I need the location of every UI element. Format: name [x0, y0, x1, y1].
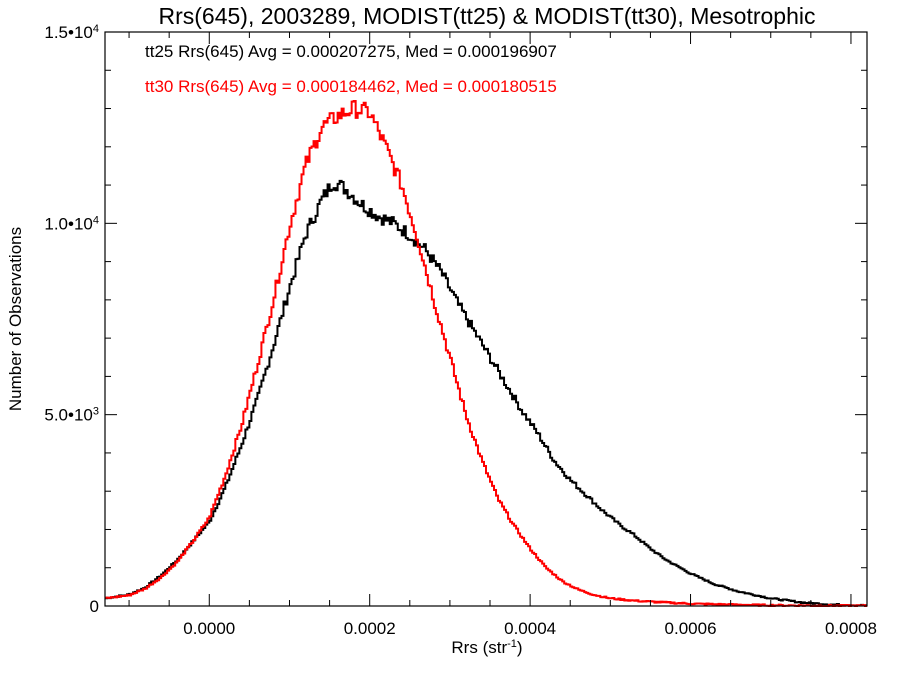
y-axis-label: Number of Observations: [6, 227, 25, 411]
y-tick-label-main: 1.0•10: [44, 214, 93, 233]
x-tick-label: 0.0006: [665, 619, 717, 638]
histogram-series-tt30: [105, 99, 867, 607]
annotation-tt25: tt25 Rrs(645) Avg = 0.000207275, Med = 0…: [145, 42, 557, 61]
x-axis-label-main: Rrs (str: [451, 638, 507, 657]
x-tick-label: 0.0004: [504, 619, 556, 638]
x-tick-label: 0.0000: [183, 619, 235, 638]
y-tick-label: 1.5•104: [44, 23, 99, 42]
y-tick-label: 1.0•104: [44, 214, 99, 233]
y-tick-label-main: 5.0•10: [44, 406, 93, 425]
series-layer: [105, 99, 867, 607]
annotation-tt30: tt30 Rrs(645) Avg = 0.000184462, Med = 0…: [145, 77, 557, 96]
y-tick-label-main: 0: [90, 597, 99, 616]
ticks-layer: 0.0000 0.0002 0.0004 0.0006 0.0008 0 5.0•103 1.…: [44, 23, 877, 638]
chart-title: Rrs(645), 2003289, MODIST(tt25) & MODIST…: [159, 3, 816, 29]
y-tick-label-sup: 4: [93, 23, 99, 35]
y-tick-label-main: 1.5•10: [44, 23, 93, 42]
x-axis-label-sup: -1: [507, 638, 517, 650]
x-axis-label: Rrs (str-1): [451, 638, 522, 657]
y-tick-label: 0: [90, 597, 99, 616]
x-tick-label: 0.0002: [344, 619, 396, 638]
x-tick-label: 0.0008: [825, 619, 877, 638]
histogram-series-tt25: [105, 179, 867, 607]
x-axis-label-end: ): [517, 638, 523, 657]
plot-frame: [104, 31, 868, 607]
y-tick-label: 5.0•103: [44, 406, 99, 425]
y-tick-label-sup: 4: [93, 214, 99, 226]
y-tick-label-sup: 3: [93, 406, 99, 418]
